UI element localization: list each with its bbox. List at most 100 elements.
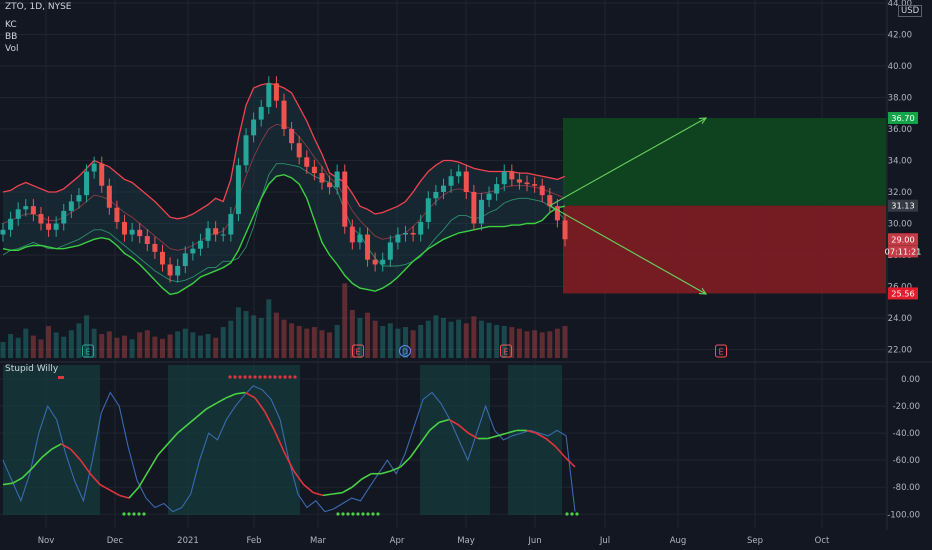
volume-bar: [410, 330, 416, 358]
volume-bar: [304, 328, 310, 358]
willy-ma-segment: [206, 402, 217, 410]
earnings-marker[interactable]: E: [500, 344, 512, 358]
willy-ma-segment: [51, 443, 62, 451]
price-tag-bg: [888, 111, 918, 124]
price-tick-label: 30.00: [888, 220, 912, 230]
willy-highlight-zone: [420, 365, 490, 515]
event-label: D: [402, 348, 408, 357]
earnings-badge: [500, 344, 512, 358]
willy-ma-segment: [60, 443, 72, 451]
earnings-marker[interactable]: E: [715, 344, 727, 358]
volume-bar: [289, 323, 295, 358]
time-axis[interactable]: Nov Dec 2021 Feb Mar Apr May Jun Jul Aug Sep Oct: [38, 536, 830, 546]
oversold-dot: [351, 512, 355, 516]
earnings-marker[interactable]: E: [82, 344, 94, 358]
candle-body: [296, 143, 302, 158]
candle-body: [448, 176, 454, 186]
candle-body: [539, 185, 545, 196]
price-tick-label: 42.00: [888, 31, 912, 41]
candle-body: [106, 185, 112, 208]
time-tick-label: Sep: [747, 536, 763, 546]
dividend-marker[interactable]: D: [399, 345, 411, 357]
price-tick-label: 22.00: [888, 346, 912, 356]
volume-bar: [235, 307, 241, 358]
candle-body: [273, 83, 279, 101]
oversold-dot: [376, 512, 380, 516]
volume-bar: [478, 320, 484, 358]
overbought-dot: [288, 375, 292, 379]
indicator-kc[interactable]: KC: [5, 20, 17, 30]
oversold-dot: [575, 512, 579, 516]
candle-body: [486, 193, 492, 200]
volume-bar: [539, 332, 545, 358]
price-axis[interactable]: 22.0024.0026.0028.0030.0032.0034.0036.00…: [885, 0, 922, 520]
earnings-marker[interactable]: E: [352, 344, 364, 358]
volume-bar: [243, 311, 249, 358]
candle-body: [334, 171, 340, 188]
volume-bar: [532, 330, 538, 358]
candle-body: [190, 248, 196, 254]
willy-ma-segment: [235, 391, 246, 395]
overbought-dot: [268, 375, 272, 379]
volume-bar: [38, 339, 44, 358]
candle-body: [197, 240, 203, 249]
currency-badge[interactable]: USD: [898, 5, 923, 17]
subpane-title[interactable]: Stupid Willy: [5, 364, 59, 374]
overbought-dot: [258, 375, 262, 379]
channel-fill: [3, 83, 565, 295]
candle-body: [380, 259, 386, 265]
willy-ma-segment: [196, 408, 208, 418]
willy-ma-segment: [225, 393, 236, 399]
candle-body: [182, 253, 188, 267]
candle-body: [349, 226, 355, 243]
upper-band-line: [2, 82, 566, 220]
willy-highlight-zone: [508, 365, 562, 515]
time-tick-label: Jun: [527, 536, 541, 546]
willy-ma-segment: [244, 391, 256, 399]
candle-body: [501, 171, 507, 185]
candle-body: [311, 166, 317, 174]
willy-tick-label: -20.00: [893, 402, 920, 412]
projection-arrows: [549, 117, 708, 295]
indicator-bb[interactable]: BB: [5, 32, 18, 42]
indicator-vol[interactable]: Vol: [5, 44, 19, 54]
willy-ma-segment: [109, 489, 120, 497]
willy-tick-label: -60.00: [893, 456, 920, 466]
willy-ma-segment: [12, 477, 23, 484]
volume-bar: [258, 318, 264, 358]
candle-body: [53, 223, 59, 230]
volume-bar: [509, 327, 515, 358]
target-arrow-head: [698, 117, 708, 125]
volume-bar: [251, 315, 257, 358]
time-tick-label: Oct: [815, 536, 830, 546]
willy-ma-segment: [526, 429, 537, 434]
oversold-dot: [341, 512, 345, 516]
candle-body: [494, 184, 500, 194]
candle-body: [433, 192, 439, 199]
volume-bar: [547, 331, 553, 358]
target-arrow: [549, 117, 707, 207]
volume-bar: [395, 328, 401, 358]
candle-body: [319, 173, 325, 183]
oversold-dot: [361, 512, 365, 516]
overbought-dot: [278, 375, 282, 379]
willy-ma-segment: [293, 470, 305, 485]
willy-highlight-zone: [168, 365, 300, 515]
volume-bar: [137, 332, 143, 358]
candle-body: [114, 207, 120, 222]
volume-bar: [46, 326, 52, 358]
willy-ma-segment: [419, 429, 431, 445]
volume-bar: [486, 322, 492, 358]
oversold-dot: [127, 512, 131, 516]
willy-ma-segment: [147, 454, 159, 472]
candle-body: [478, 199, 484, 224]
willy-ma-segment: [89, 473, 101, 486]
symbol-title[interactable]: ZTO, 1D, NYSE: [5, 2, 72, 12]
candle-body: [129, 229, 135, 235]
candle-body: [524, 182, 530, 185]
willy-ma-segment: [186, 416, 198, 426]
volume-bar: [197, 335, 203, 358]
volume-bar: [106, 331, 112, 358]
